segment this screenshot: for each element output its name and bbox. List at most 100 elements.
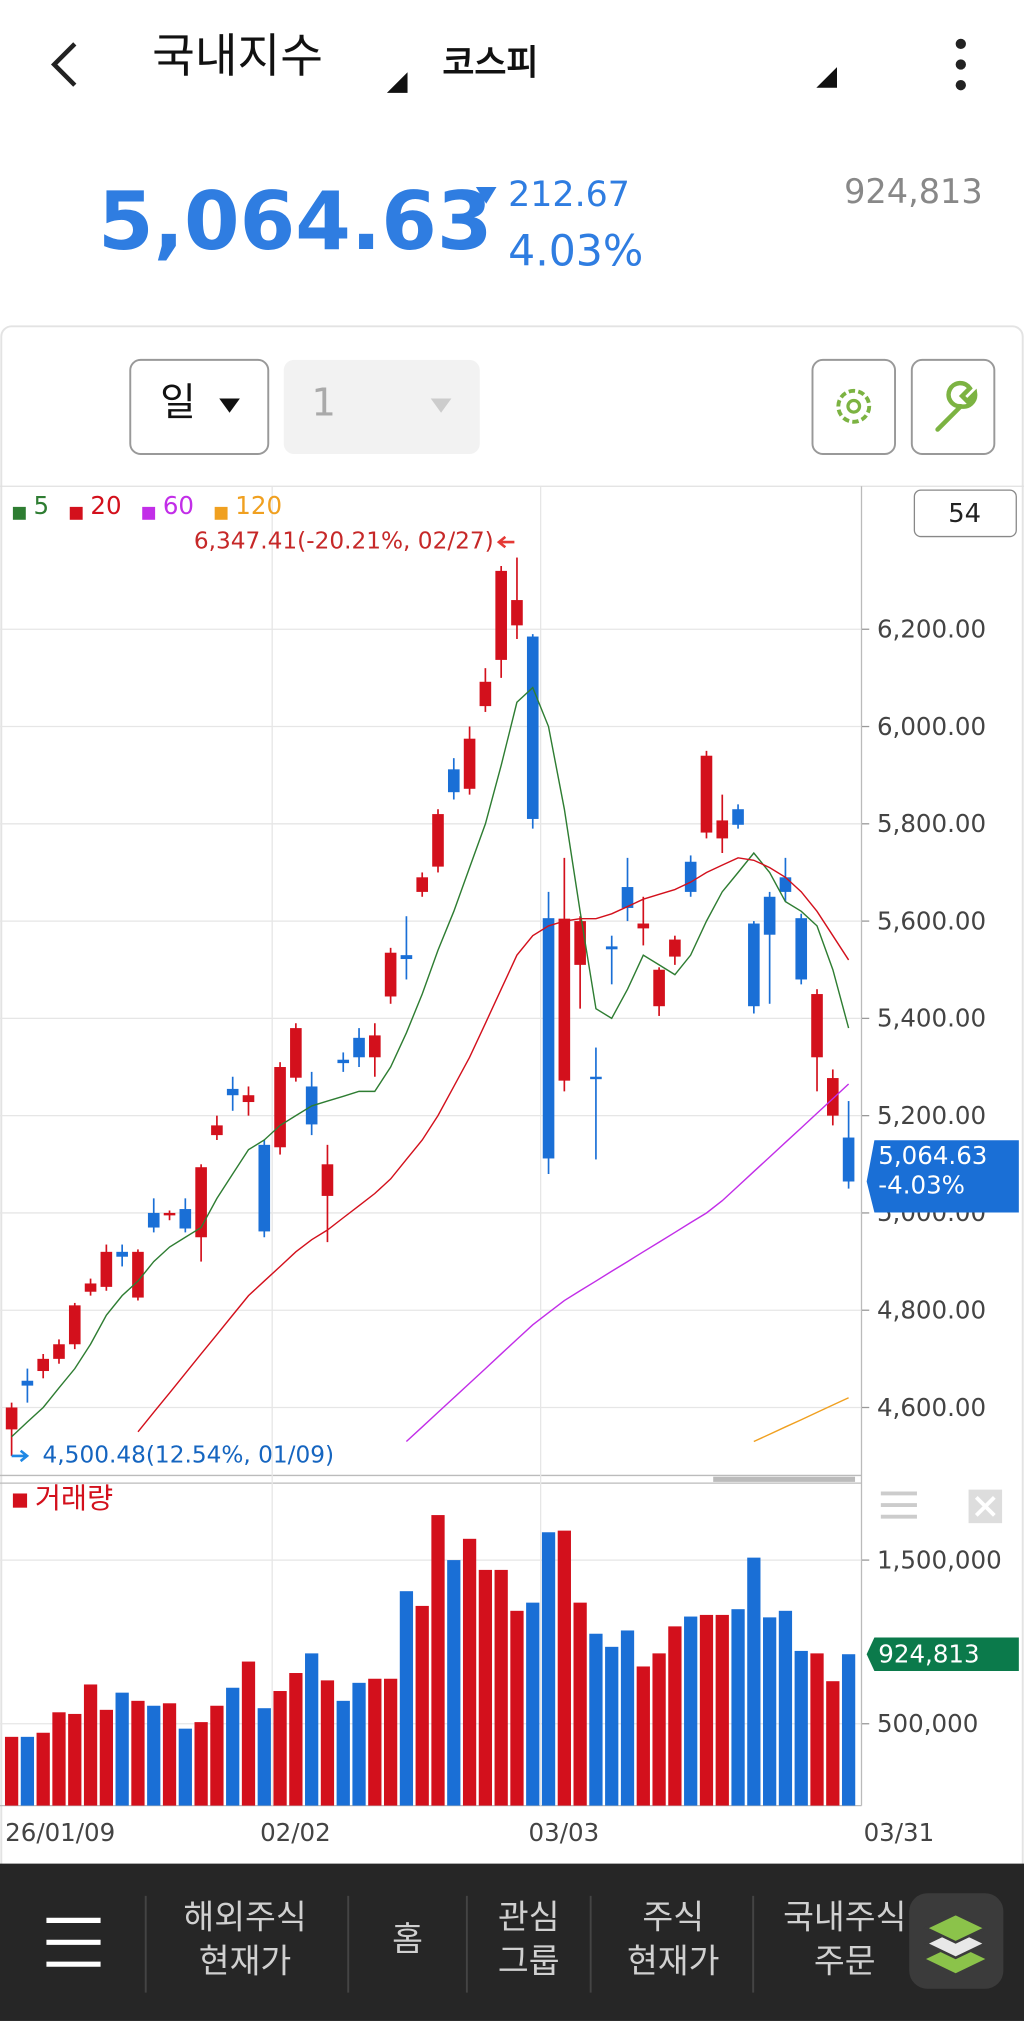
candle-body [432, 814, 444, 867]
count-box[interactable]: 54 [913, 489, 1017, 538]
candle-body [479, 681, 492, 707]
volume-bar [368, 1678, 382, 1806]
y-tick-label: 1,500,000 [877, 1545, 1002, 1574]
title-dropdown-icon[interactable] [386, 72, 408, 93]
market-dropdown-icon[interactable] [816, 67, 837, 88]
candle-body [242, 1095, 255, 1103]
last-volume-tag [866, 1637, 1019, 1671]
volume-bar [447, 1560, 461, 1806]
more-menu[interactable] [955, 38, 966, 91]
period-dropdown-icon [219, 398, 240, 413]
candle-body [5, 1407, 18, 1430]
candle-body [526, 636, 539, 819]
nav-label: 국내주식 [783, 1898, 906, 1937]
volume-bar [526, 1602, 540, 1806]
volume-bar [810, 1653, 824, 1806]
candle-body [163, 1212, 176, 1216]
candle-body [684, 861, 697, 892]
candle-body [732, 809, 744, 825]
legend-swatch [214, 506, 228, 520]
nav-label: 관심 [498, 1898, 560, 1937]
menu-dot [955, 80, 966, 91]
interval-dropdown-icon [430, 398, 452, 413]
volume-bar [699, 1614, 714, 1806]
candle-body [211, 1125, 223, 1136]
volume-bar [210, 1705, 224, 1806]
candle-body [811, 994, 823, 1058]
period-box [129, 358, 270, 455]
legend-swatch [142, 506, 156, 520]
candle-body [574, 921, 586, 965]
candle-body [542, 918, 555, 1159]
period-selector[interactable]: 일 [129, 358, 270, 455]
gear-center [846, 398, 862, 414]
candle-body [100, 1251, 113, 1287]
layer [922, 1912, 989, 1944]
volume-bar [36, 1732, 50, 1806]
candle-body [179, 1209, 192, 1229]
settings-button[interactable] [811, 358, 896, 455]
volume-bar [841, 1654, 856, 1806]
back-button[interactable] [50, 42, 77, 87]
nav-label: 현재가 [627, 1941, 720, 1980]
x-tick-label: 02/02 [260, 1818, 331, 1847]
y-tick-label: 6,200.00 [877, 615, 986, 644]
volume-pane-menu[interactable] [880, 1491, 917, 1519]
candle-body [447, 769, 460, 793]
volume-bar [605, 1646, 619, 1806]
volume-bar [684, 1616, 698, 1806]
volume-bar [257, 1708, 271, 1806]
nav-item[interactable]: 홈 [392, 1919, 423, 1958]
candle-body [321, 1164, 334, 1196]
volume-bar [589, 1633, 603, 1806]
candle-body [132, 1251, 144, 1298]
volume-bar [794, 1650, 808, 1806]
pane-scrollbar[interactable] [713, 1476, 856, 1482]
page-title[interactable]: 국내지수 [152, 29, 323, 83]
candle-body [827, 1078, 839, 1116]
candle-body [37, 1358, 49, 1372]
menu-button[interactable] [46, 1917, 101, 1967]
volume-bar [668, 1626, 682, 1806]
y-tick-label: 5,800.00 [877, 809, 986, 838]
price-change: 212.67 [508, 175, 630, 215]
candle-body [258, 1144, 271, 1232]
volume-bar [147, 1705, 161, 1806]
close-icon [974, 1495, 996, 1517]
volume-bar [115, 1692, 129, 1806]
current-price: 5,064.63 [98, 175, 492, 268]
tools-button[interactable] [910, 358, 996, 455]
legend-label: 20 [90, 491, 121, 520]
candle-body [400, 955, 413, 960]
nav-label: 현재가 [199, 1941, 292, 1980]
menu-dot [955, 38, 966, 50]
legend-label: 120 [235, 491, 282, 520]
volume-bar [162, 1703, 177, 1806]
volume-pane-close[interactable] [968, 1489, 1003, 1524]
volume-bar [620, 1630, 635, 1806]
low-annotation: 4,500.48(12.54%, 01/09) [43, 1441, 335, 1468]
volume-bar [194, 1722, 208, 1806]
high-arrow [496, 535, 515, 549]
moving-average-line [11, 686, 850, 1438]
candle-count: 54 [948, 499, 981, 529]
bottom-nav [0, 1863, 1024, 2021]
layers-button[interactable] [909, 1893, 1004, 1989]
candle-body [337, 1059, 350, 1064]
candle-body [590, 1076, 602, 1080]
tools-box [910, 358, 996, 455]
volume-bar [383, 1678, 398, 1806]
market-name[interactable]: 코스피 [442, 44, 538, 84]
candle-body [416, 877, 429, 892]
y-tick-label: 500,000 [877, 1709, 978, 1738]
volume-bar [415, 1605, 429, 1806]
volume-bar [431, 1515, 445, 1806]
trade-volume: 924,813 [844, 172, 983, 211]
volume-bar [478, 1569, 493, 1806]
volume-bar [541, 1532, 556, 1806]
